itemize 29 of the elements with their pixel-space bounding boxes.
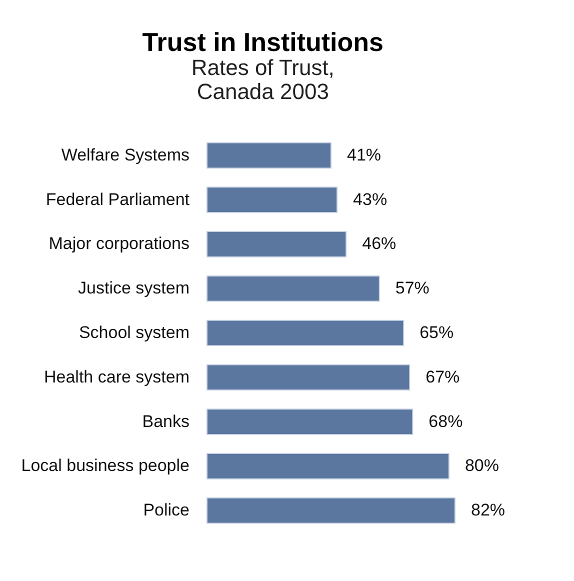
y-tick-label: Health care system xyxy=(44,367,190,386)
y-tick-label: School system xyxy=(78,323,190,342)
bar xyxy=(206,186,338,213)
y-tick-label: Welfare Systems xyxy=(61,145,190,164)
y-tick-label: Federal Parliament xyxy=(46,190,190,209)
bar xyxy=(206,364,410,391)
data-label: 46% xyxy=(362,234,396,254)
chart-title: Trust in Institutions xyxy=(142,27,384,57)
y-tick-label: Banks xyxy=(142,412,190,431)
bar xyxy=(206,453,450,480)
data-label: 41% xyxy=(347,145,382,164)
data-label: 67% xyxy=(426,367,460,386)
bar xyxy=(206,275,380,302)
bar xyxy=(206,142,332,169)
data-label: 82% xyxy=(471,500,506,520)
data-label: 57% xyxy=(395,278,430,298)
bar xyxy=(206,231,347,258)
data-label: 68% xyxy=(428,412,463,431)
bar xyxy=(206,497,456,524)
bar xyxy=(206,320,404,346)
data-label: 65% xyxy=(420,323,454,342)
y-tick-label: Major corporations xyxy=(48,234,190,254)
y-tick-label: Justice system xyxy=(78,278,190,298)
chart-subtitle: Rates of Trust, Canada 2003 xyxy=(191,55,334,104)
y-tick-label: Local business people xyxy=(21,456,190,476)
data-label: 80% xyxy=(464,456,499,476)
data-label: 43% xyxy=(353,190,388,209)
bar xyxy=(206,408,414,435)
y-tick-label: Police xyxy=(143,500,190,520)
